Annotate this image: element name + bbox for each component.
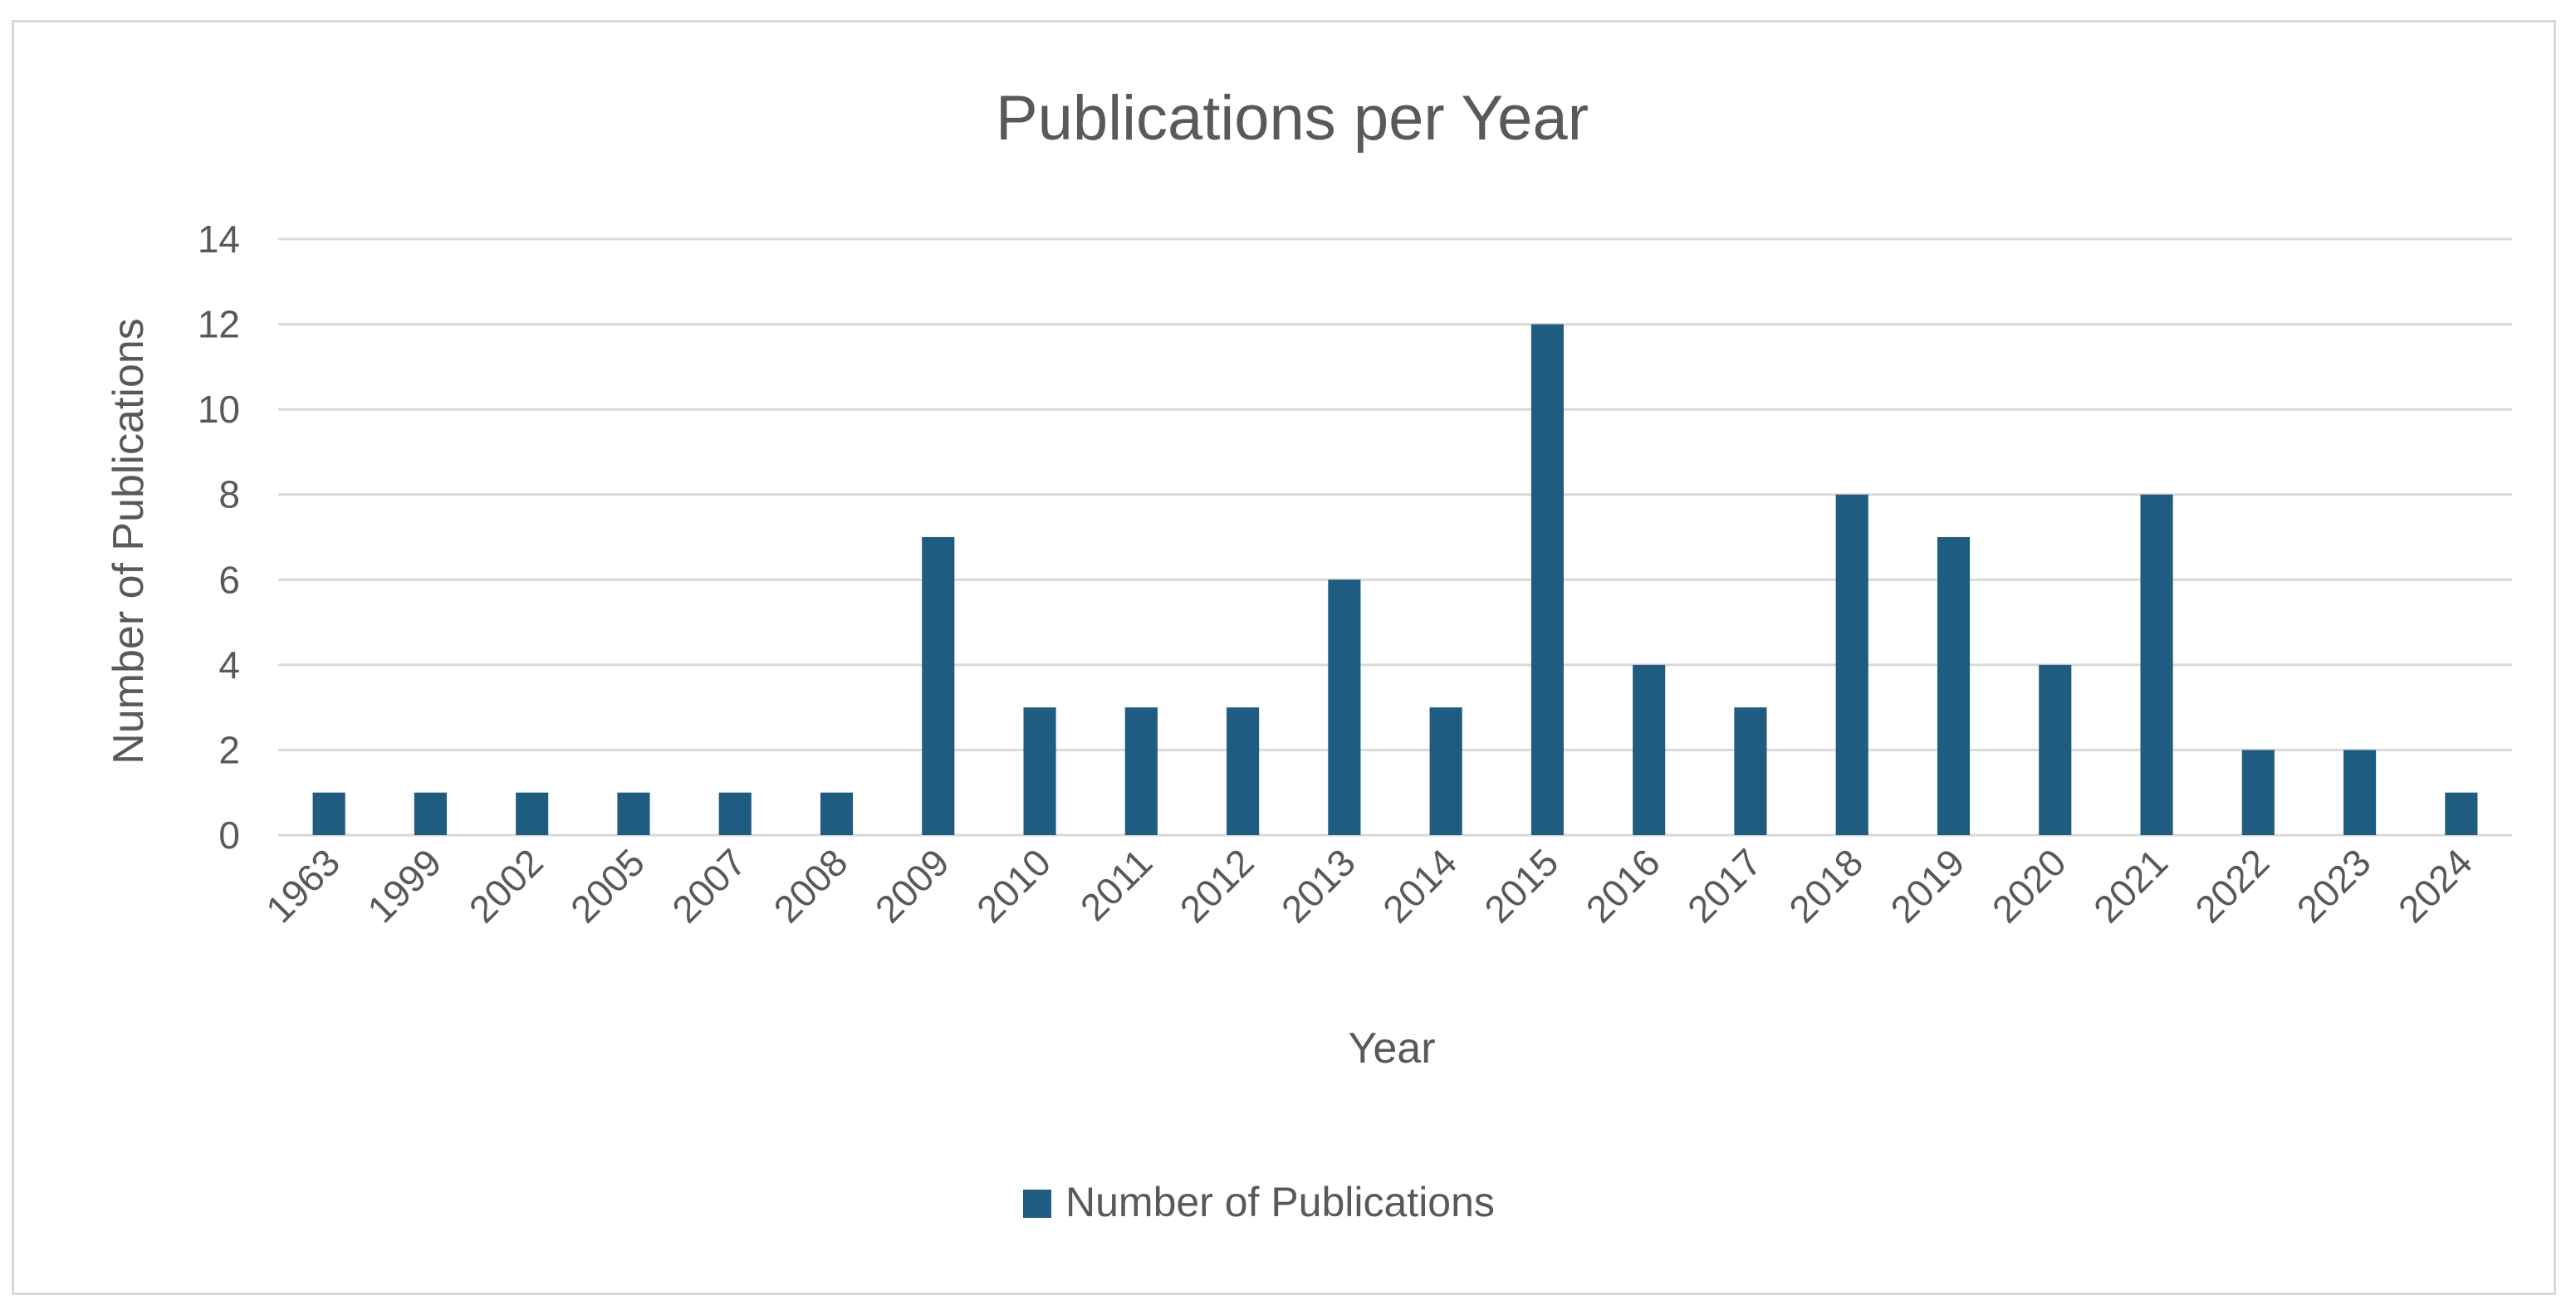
x-tick-label: 2018: [1780, 840, 1871, 931]
bar-2009: [922, 537, 955, 835]
x-tick-label: 2013: [1273, 840, 1364, 931]
bar-2022: [2241, 750, 2275, 835]
x-tick-label: 2014: [1374, 840, 1465, 931]
bar-2021: [2140, 494, 2173, 835]
x-tick-label: 2005: [562, 840, 653, 931]
y-tick-label: 4: [218, 643, 240, 687]
y-tick-label: 2: [218, 728, 240, 771]
gridlines: [278, 237, 2512, 837]
x-tick-label: 2022: [2187, 840, 2277, 931]
bar-2023: [2343, 750, 2377, 835]
bar-1999: [414, 792, 447, 835]
x-tick-label: 2009: [867, 840, 957, 931]
y-tick-label: 12: [198, 303, 240, 346]
x-tick-label: 2008: [765, 840, 855, 931]
bar-2019: [1937, 537, 1971, 835]
x-tick-label: 2021: [2085, 840, 2176, 931]
bar-2007: [718, 792, 752, 835]
y-tick-label: 10: [198, 388, 240, 431]
bar-2018: [1835, 494, 1868, 835]
bar-2020: [2039, 664, 2072, 835]
bar-2012: [1227, 707, 1260, 835]
bar-2015: [1530, 324, 1564, 836]
x-tick-label: 2010: [968, 840, 1059, 931]
x-tick-label: 2011: [1072, 840, 1161, 929]
y-tick-labels: 0 2 4 6 8 10 12 14: [198, 218, 240, 857]
x-tick-label: 2017: [1679, 840, 1770, 931]
bar-2011: [1124, 707, 1158, 835]
bars: [312, 324, 2478, 836]
bar-2002: [516, 792, 549, 835]
x-tick-label: 2012: [1172, 840, 1262, 931]
bar-2017: [1734, 707, 1767, 835]
bar-2010: [1023, 707, 1056, 835]
x-tick-label: 2015: [1476, 840, 1566, 931]
bar-1963: [312, 792, 345, 835]
legend: Number of Publications: [1023, 1179, 1495, 1225]
y-tick-label: 8: [218, 473, 240, 516]
x-tick-label: 2016: [1578, 840, 1668, 931]
x-tick-label: 1963: [257, 840, 348, 931]
x-tick-label: 2020: [1984, 840, 2074, 931]
legend-swatch: [1023, 1190, 1051, 1218]
y-tick-label: 0: [218, 814, 240, 857]
legend-label: Number of Publications: [1065, 1179, 1495, 1225]
chart-title: Publications per Year: [996, 83, 1589, 154]
x-tick-label: 2002: [461, 840, 551, 931]
x-tick-label: 2023: [2289, 840, 2379, 931]
x-axis-label: Year: [1348, 1024, 1435, 1073]
bar-2008: [820, 792, 854, 835]
y-tick-label: 14: [198, 218, 240, 261]
x-tick-label: 1999: [359, 840, 449, 931]
bar-2013: [1328, 579, 1361, 835]
y-axis-label: Number of Publications: [105, 318, 153, 765]
y-tick-label: 6: [218, 558, 240, 601]
bar-2014: [1429, 707, 1462, 835]
x-tick-labels: 1963 1999 2002 2005 2007 2008 2009 2010 2011 2012…: [257, 840, 2481, 931]
x-tick-label: 2007: [664, 840, 754, 931]
x-tick-label: 2024: [2390, 840, 2481, 931]
bar-2005: [617, 792, 650, 835]
chart-frame: [12, 20, 2556, 1295]
x-tick-label: 2019: [1882, 840, 1972, 931]
bar-2024: [2445, 792, 2478, 835]
bar-2016: [1633, 664, 1666, 835]
